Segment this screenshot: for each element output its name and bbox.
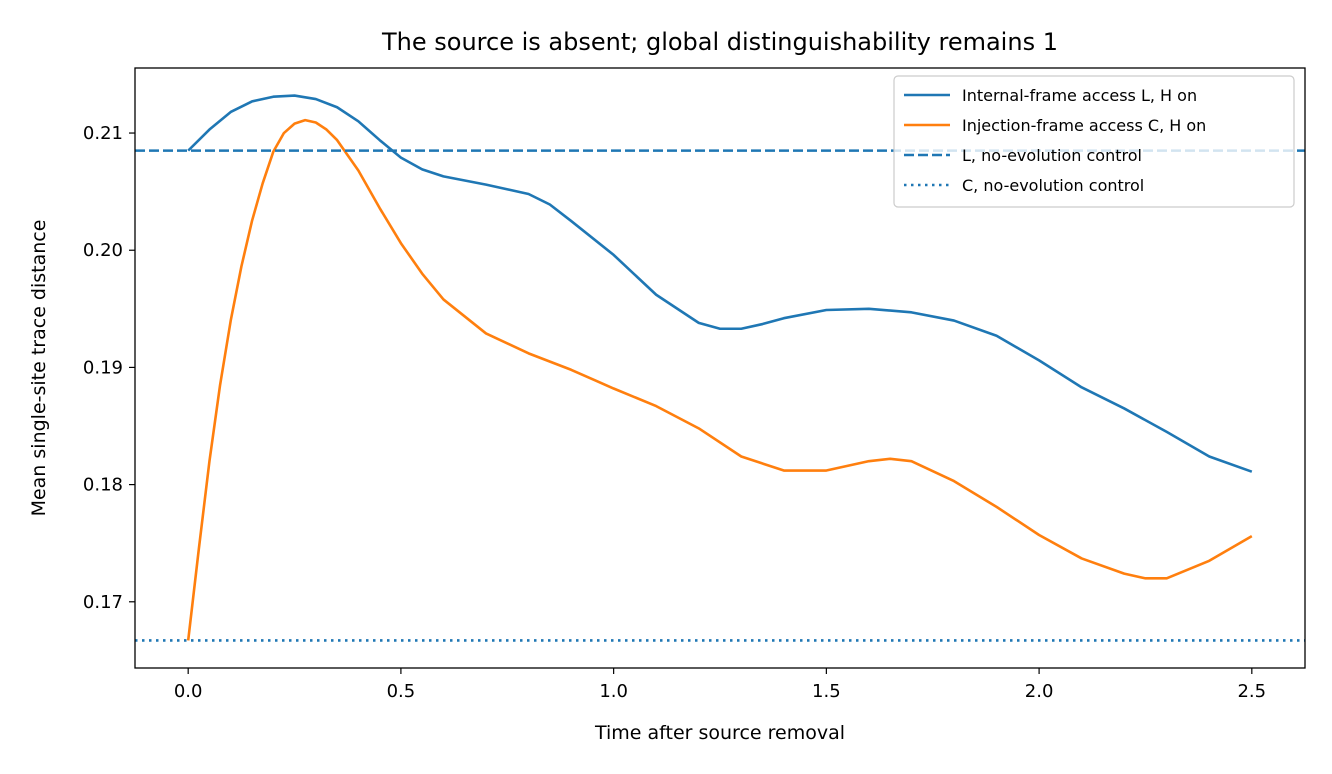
y-axis-label: Mean single-site trace distance [28, 220, 50, 517]
y-tick-label: 0.20 [83, 240, 123, 261]
series-line-1 [186, 118, 1253, 641]
series-line-0 [187, 94, 1253, 473]
y-tick-label: 0.18 [83, 475, 123, 496]
legend: Internal-frame access L, H on Injection-f… [893, 75, 1295, 208]
legend-box [893, 75, 1295, 208]
y-tick-label: 0.19 [83, 357, 123, 378]
x-tick-label: 0.0 [174, 681, 203, 702]
y-axis: 0.17 0.18 0.19 0.20 0.21 [83, 123, 135, 613]
x-tick-label: 1.0 [599, 681, 628, 702]
y-tick-label: 0.17 [83, 592, 123, 613]
x-tick-label: 0.5 [387, 681, 416, 702]
x-tick-label: 1.5 [812, 681, 841, 702]
legend-label: L, no-evolution control [962, 146, 1142, 165]
legend-label: Injection-frame access C, H on [962, 116, 1206, 135]
x-tick-label: 2.5 [1237, 681, 1266, 702]
x-tick-label: 2.0 [1025, 681, 1054, 702]
x-axis: 0.0 0.5 1.0 1.5 2.0 2.5 [174, 668, 1266, 702]
legend-label: Internal-frame access L, H on [962, 86, 1197, 105]
y-tick-label: 0.21 [83, 123, 123, 144]
chart-title: The source is absent; global distinguish… [381, 28, 1058, 56]
x-axis-label: Time after source removal [594, 722, 845, 744]
legend-label: C, no-evolution control [962, 176, 1144, 195]
